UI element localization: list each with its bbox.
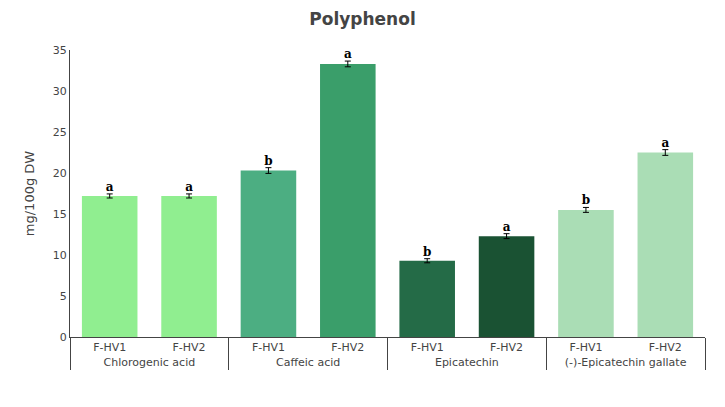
svg-text:a: a — [185, 180, 193, 194]
svg-text:15: 15 — [53, 208, 67, 221]
svg-text:F-HV1: F-HV1 — [569, 341, 602, 354]
svg-text:F-HV1: F-HV1 — [411, 341, 444, 354]
svg-text:5: 5 — [60, 290, 67, 303]
svg-text:10: 10 — [53, 249, 67, 262]
svg-text:mg/100g DW: mg/100g DW — [22, 151, 37, 237]
svg-text:(-)-Epicatechin gallate: (-)-Epicatechin gallate — [565, 356, 687, 369]
svg-text:F-HV2: F-HV2 — [173, 341, 206, 354]
svg-text:b: b — [264, 154, 272, 168]
svg-text:F-HV2: F-HV2 — [490, 341, 523, 354]
svg-text:a: a — [661, 136, 669, 150]
svg-text:b: b — [423, 245, 431, 259]
svg-text:Polyphenol: Polyphenol — [309, 9, 415, 29]
svg-text:Chlorogenic acid: Chlorogenic acid — [104, 356, 196, 369]
svg-text:25: 25 — [53, 126, 67, 139]
svg-text:F-HV1: F-HV1 — [93, 341, 126, 354]
svg-text:a: a — [106, 180, 114, 194]
svg-text:F-HV2: F-HV2 — [649, 341, 682, 354]
svg-text:0: 0 — [60, 331, 67, 344]
svg-text:a: a — [503, 220, 511, 234]
svg-text:20: 20 — [53, 167, 67, 180]
svg-text:30: 30 — [53, 85, 67, 98]
svg-text:F-HV1: F-HV1 — [252, 341, 285, 354]
svg-text:35: 35 — [53, 44, 67, 57]
svg-text:b: b — [582, 193, 590, 207]
svg-text:a: a — [344, 47, 352, 61]
svg-text:Caffeic acid: Caffeic acid — [276, 356, 340, 369]
svg-text:F-HV2: F-HV2 — [331, 341, 364, 354]
svg-text:Epicatechin: Epicatechin — [435, 356, 499, 369]
